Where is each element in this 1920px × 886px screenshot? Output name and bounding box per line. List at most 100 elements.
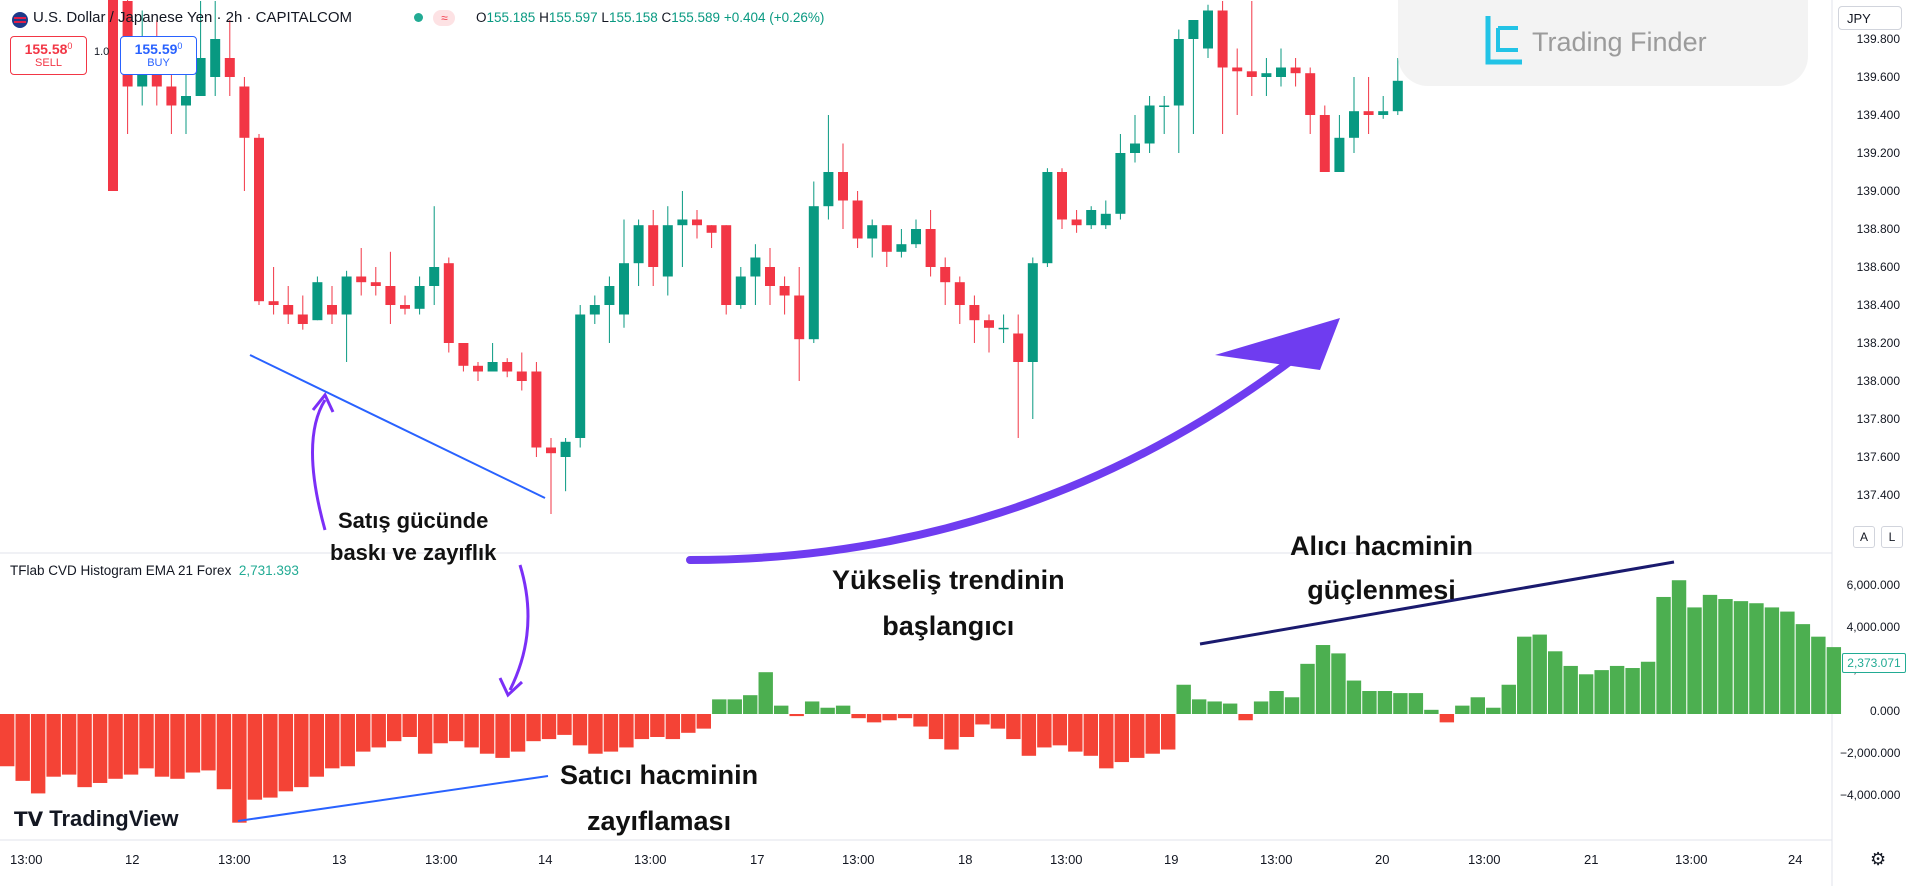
log-scale-button[interactable]: L	[1881, 526, 1903, 548]
quantity-value[interactable]: 1.0	[94, 46, 110, 58]
candle[interactable]	[429, 206, 440, 305]
candle[interactable]	[1027, 257, 1038, 420]
candle[interactable]	[385, 251, 396, 324]
candle[interactable]	[1246, 1, 1257, 96]
candle[interactable]	[969, 295, 980, 344]
candle[interactable]	[940, 257, 951, 306]
candle[interactable]	[838, 143, 848, 230]
sell-button[interactable]: 155.580 SELL	[10, 36, 87, 75]
candle[interactable]	[867, 219, 878, 258]
candle[interactable]	[721, 225, 732, 315]
candle[interactable]	[210, 1, 221, 96]
candle[interactable]	[502, 358, 513, 378]
candle[interactable]	[254, 134, 264, 305]
candle[interactable]	[224, 20, 235, 96]
currency-selector[interactable]: JPY	[1838, 6, 1902, 30]
candle[interactable]	[1071, 210, 1082, 233]
candle[interactable]	[1188, 20, 1199, 134]
candle[interactable]	[750, 244, 761, 305]
buy-button[interactable]: 155.590 BUY	[120, 36, 197, 75]
candle-body	[735, 276, 746, 305]
candle[interactable]	[823, 115, 834, 220]
candle[interactable]	[1261, 58, 1272, 96]
status-icons[interactable]: ≈	[414, 9, 456, 27]
candle[interactable]	[808, 181, 819, 344]
candle[interactable]	[458, 343, 469, 372]
auto-scale-button[interactable]: A	[1853, 526, 1875, 548]
candle[interactable]	[633, 219, 644, 287]
symbol-title[interactable]: U.S. Dollar / Japanese Yen · 2h · CAPITA…	[33, 9, 353, 26]
candle[interactable]	[1100, 200, 1111, 230]
histogram-bar	[1393, 693, 1408, 714]
candle[interactable]	[546, 438, 556, 514]
candle[interactable]	[925, 210, 936, 277]
candle[interactable]	[1013, 314, 1024, 439]
candle[interactable]	[1144, 96, 1155, 153]
candle[interactable]	[911, 219, 921, 249]
candle[interactable]	[370, 267, 381, 296]
candle[interactable]	[443, 257, 454, 353]
candle[interactable]	[765, 248, 775, 305]
histogram-bar	[1408, 693, 1424, 714]
time-axis-label: 13:00	[1468, 852, 1501, 867]
candle[interactable]	[400, 295, 410, 315]
candle[interactable]	[998, 314, 1009, 344]
candle[interactable]	[414, 276, 425, 315]
candle[interactable]	[1392, 58, 1403, 115]
candle[interactable]	[984, 314, 994, 353]
candle[interactable]	[1319, 105, 1330, 173]
settings-gear-icon[interactable]: ⚙	[1870, 849, 1887, 869]
candle[interactable]	[706, 225, 717, 248]
candle[interactable]	[195, 1, 206, 96]
candle[interactable]	[1203, 4, 1213, 58]
candle[interactable]	[779, 276, 790, 315]
candle[interactable]	[1378, 96, 1389, 119]
candle[interactable]	[341, 270, 352, 362]
histogram-bar	[1501, 684, 1516, 714]
candle[interactable]	[1349, 77, 1359, 153]
candle[interactable]	[662, 206, 673, 296]
candle[interactable]	[297, 295, 308, 330]
candle[interactable]	[1305, 67, 1316, 135]
candle[interactable]	[312, 276, 323, 321]
candle[interactable]	[604, 276, 615, 344]
candle[interactable]	[794, 267, 805, 381]
candle[interactable]	[560, 438, 571, 492]
candle[interactable]	[954, 276, 965, 325]
candle[interactable]	[487, 343, 498, 372]
candle[interactable]	[1086, 206, 1097, 229]
candle[interactable]	[1334, 115, 1345, 172]
candle[interactable]	[268, 267, 279, 315]
candle[interactable]	[735, 267, 746, 309]
candle[interactable]	[356, 248, 367, 296]
candle[interactable]	[896, 229, 907, 258]
candle[interactable]	[852, 191, 863, 248]
candle[interactable]	[589, 295, 600, 325]
candle[interactable]	[516, 352, 527, 391]
candle[interactable]	[1232, 48, 1243, 116]
candle[interactable]	[283, 286, 294, 324]
candle[interactable]	[1290, 58, 1301, 87]
candle[interactable]	[1217, 1, 1228, 134]
candle[interactable]	[1159, 96, 1170, 134]
candle[interactable]	[1057, 168, 1067, 229]
candle[interactable]	[1115, 134, 1126, 220]
candle[interactable]	[239, 77, 250, 191]
candle[interactable]	[1173, 29, 1184, 154]
candle[interactable]	[1363, 77, 1374, 134]
candle[interactable]	[531, 362, 542, 457]
candle[interactable]	[1276, 48, 1286, 87]
candle[interactable]	[473, 362, 483, 381]
candle[interactable]	[108, 0, 118, 191]
candle[interactable]	[648, 210, 659, 286]
candle[interactable]	[881, 225, 892, 267]
candle[interactable]	[1042, 168, 1053, 267]
candle[interactable]	[692, 210, 702, 239]
candle[interactable]	[327, 286, 337, 324]
candle[interactable]	[677, 191, 688, 267]
indicator-legend[interactable]: TFlab CVD Histogram EMA 21 Forex 2,731.3…	[10, 563, 299, 578]
candle[interactable]	[619, 219, 629, 328]
candle[interactable]	[1130, 115, 1140, 163]
candle[interactable]	[575, 305, 586, 448]
